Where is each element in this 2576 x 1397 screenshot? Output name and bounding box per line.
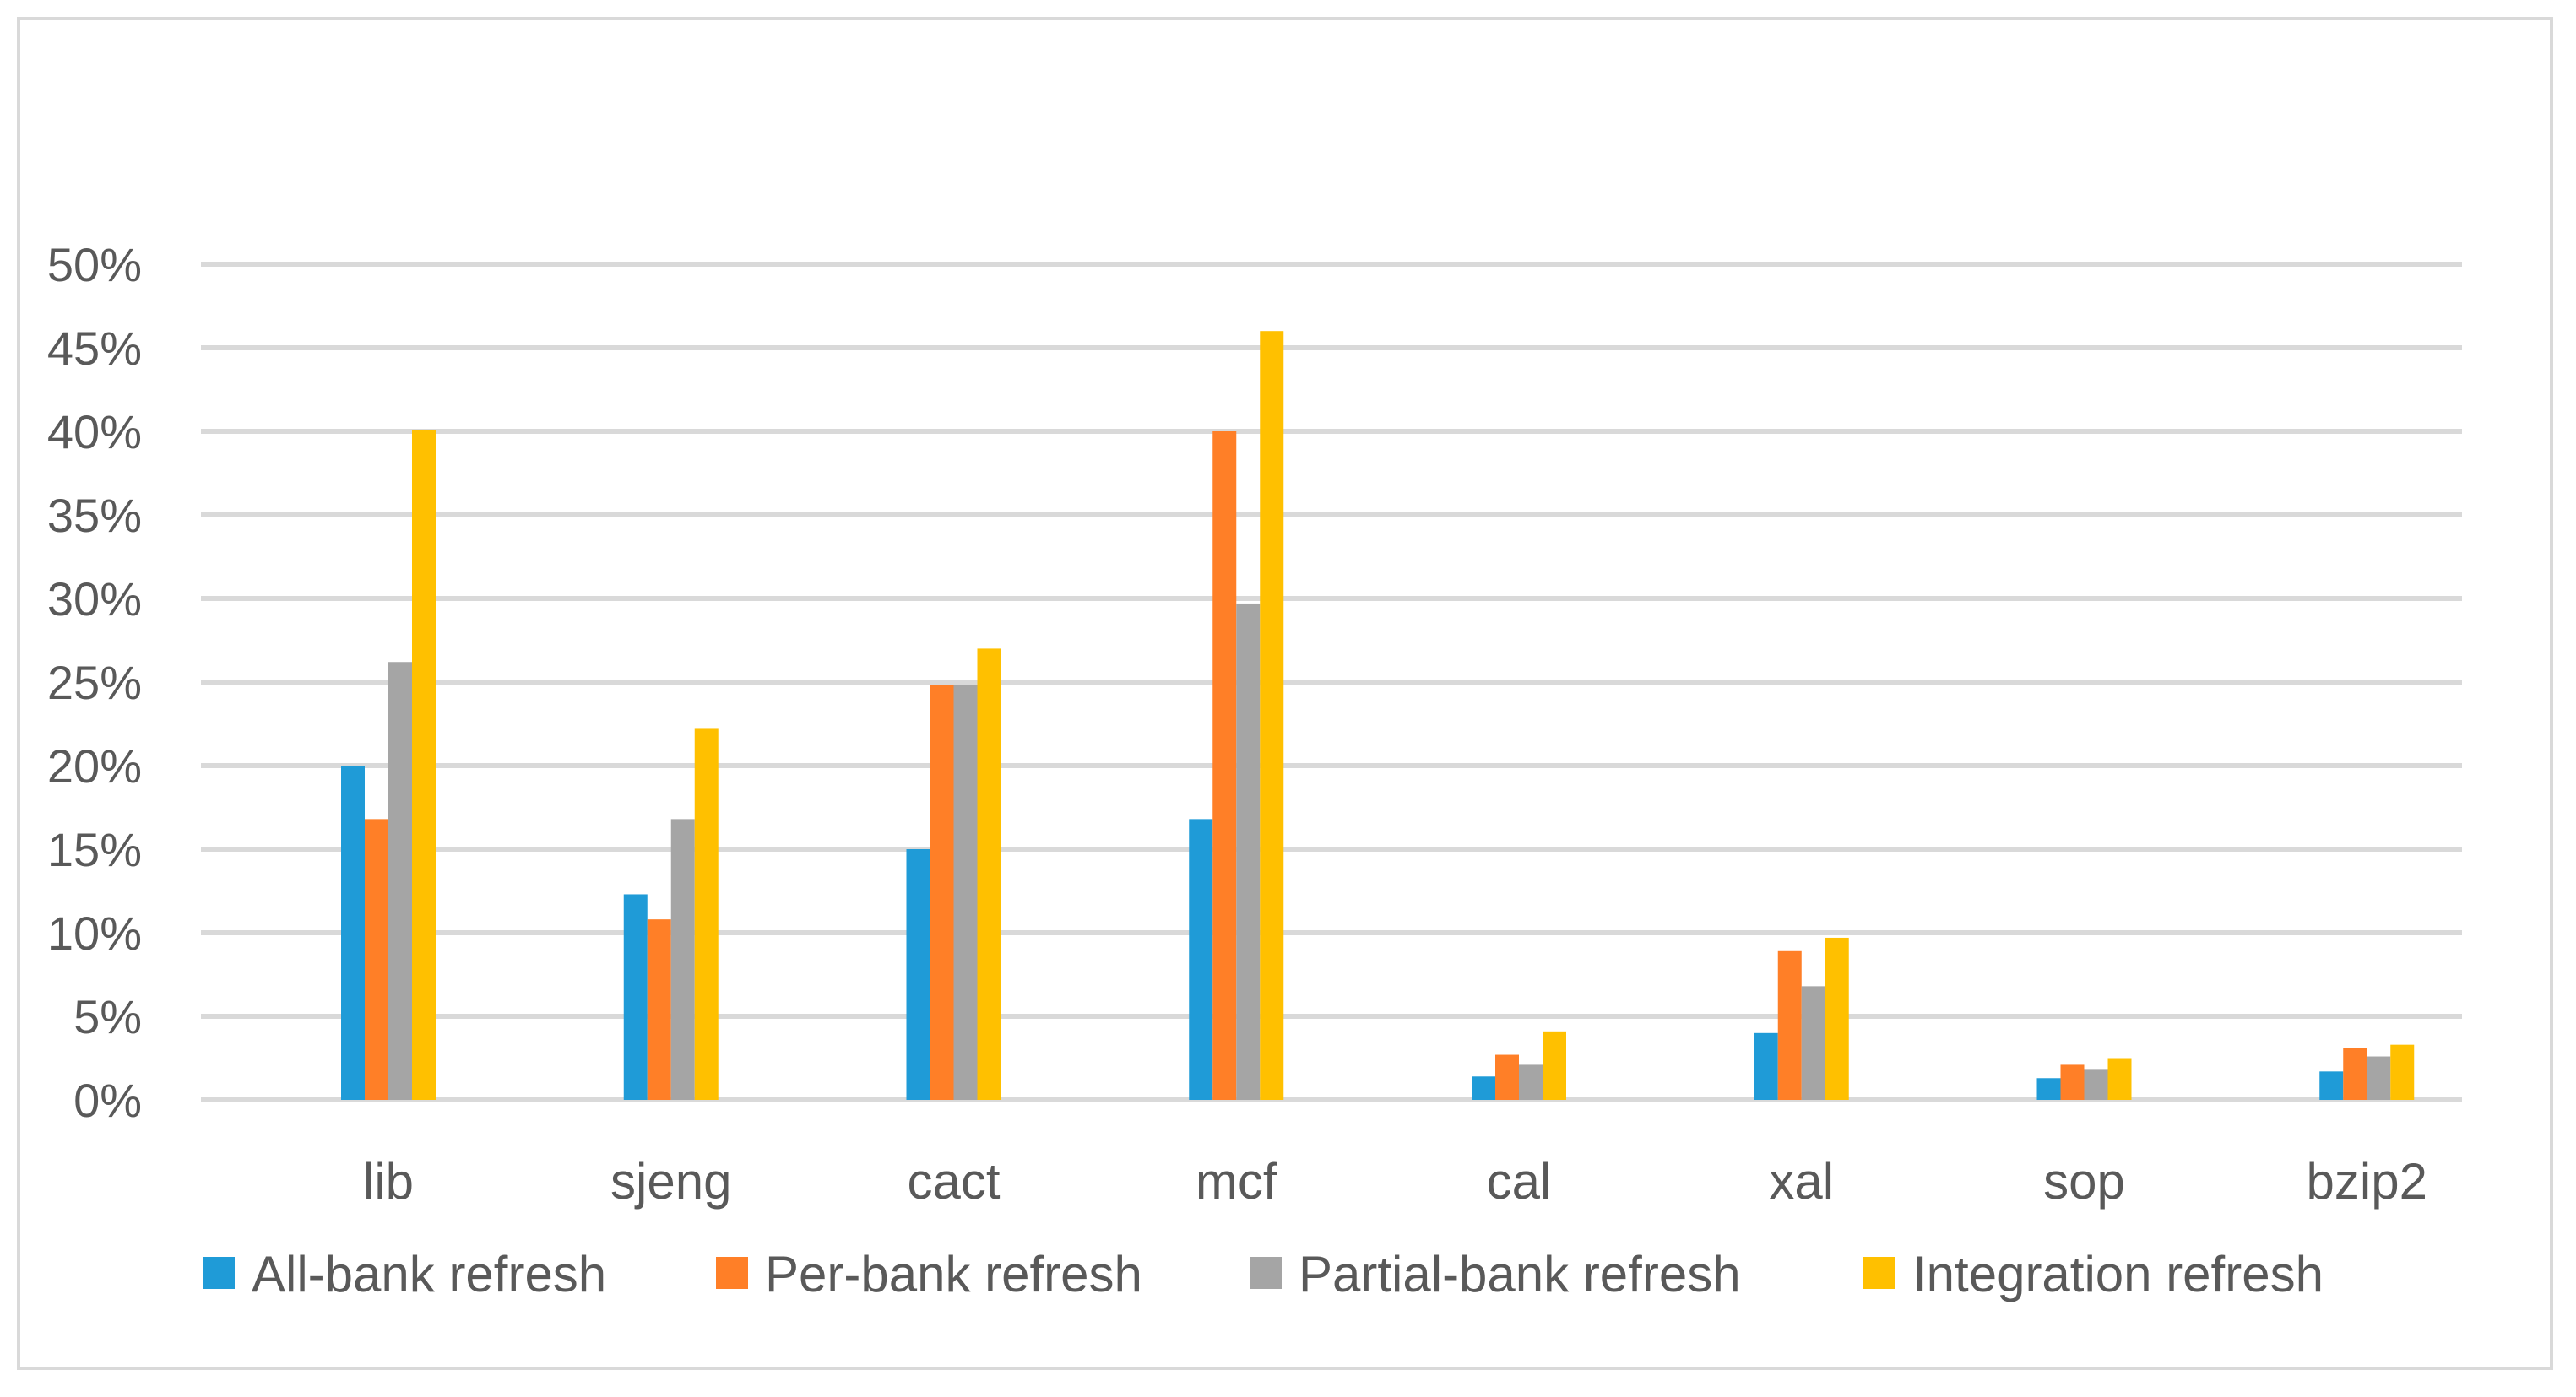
bar-sop-per-bank-refresh	[2060, 1064, 2085, 1100]
bar-bzip2-per-bank-refresh	[2343, 1048, 2367, 1100]
bar-mcf-partial-bank-refresh	[1236, 603, 1261, 1100]
legend: All-bank refresh Per-bank refresh Partial-…	[203, 1246, 2324, 1302]
bar-sjeng-all-bank-refresh	[623, 894, 648, 1100]
bar-cact-per-bank-refresh	[930, 685, 954, 1100]
bar-sjeng-per-bank-refresh	[647, 919, 671, 1100]
bar-xal-integration-refresh	[1825, 937, 1849, 1100]
bar-xal-partial-bank-refresh	[1801, 986, 1825, 1100]
y-tick-label: 15%	[47, 823, 142, 876]
y-tick-label: 0%	[73, 1074, 142, 1127]
x-axis-category-labels: lib sjeng cact mcf cal xal sop bzip2	[363, 1153, 2427, 1210]
x-category-label: cact	[907, 1153, 1000, 1210]
bar-sop-all-bank-refresh	[2036, 1078, 2061, 1100]
bar-sjeng-integration-refresh	[694, 728, 719, 1100]
x-category-label: mcf	[1196, 1153, 1277, 1210]
bar-lib-partial-bank-refresh	[388, 662, 412, 1100]
x-category-label: lib	[363, 1153, 414, 1210]
bar-cal-all-bank-refresh	[1472, 1076, 1495, 1100]
bar-xal-per-bank-refresh	[1777, 950, 1802, 1100]
x-category-label: cal	[1487, 1153, 1552, 1210]
bar-bzip2-integration-refresh	[2390, 1044, 2415, 1100]
y-axis-tick-labels: 0% 5% 10% 15% 20% 25% 30% 35% 40% 45% 50%	[47, 238, 142, 1127]
gridlines	[201, 262, 2462, 1102]
legend-swatch	[1863, 1257, 1895, 1289]
bar-sop-partial-bank-refresh	[2084, 1069, 2108, 1100]
bar-cact-integration-refresh	[977, 648, 1001, 1100]
y-tick-label: 10%	[47, 907, 142, 960]
legend-swatch	[203, 1257, 235, 1289]
x-category-label: sop	[2043, 1153, 2125, 1210]
y-tick-label: 50%	[47, 238, 142, 291]
bar-lib-integration-refresh	[412, 430, 436, 1100]
bar-cal-per-bank-refresh	[1495, 1054, 1519, 1100]
bars	[341, 331, 2415, 1100]
bar-sop-integration-refresh	[2107, 1058, 2132, 1100]
legend-swatch	[1250, 1257, 1282, 1289]
legend-swatch	[716, 1257, 748, 1289]
bar-mcf-all-bank-refresh	[1189, 819, 1213, 1100]
y-tick-label: 25%	[47, 656, 142, 709]
bar-cact-partial-bank-refresh	[953, 685, 978, 1100]
legend-label: Per-bank refresh	[765, 1246, 1142, 1302]
bar-bzip2-all-bank-refresh	[2319, 1071, 2344, 1100]
bar-bzip2-partial-bank-refresh	[2367, 1056, 2391, 1100]
bar-cal-partial-bank-refresh	[1519, 1064, 1543, 1100]
x-category-label: bzip2	[2307, 1153, 2427, 1210]
bar-sjeng-partial-bank-refresh	[670, 819, 695, 1100]
bar-cal-integration-refresh	[1543, 1031, 1566, 1100]
y-tick-label: 35%	[47, 489, 142, 542]
y-tick-label: 5%	[73, 990, 142, 1043]
x-category-label: xal	[1769, 1153, 1834, 1210]
y-tick-label: 45%	[47, 322, 142, 375]
bar-cact-all-bank-refresh	[906, 849, 930, 1100]
legend-label: Partial-bank refresh	[1299, 1246, 1741, 1302]
y-tick-label: 20%	[47, 739, 142, 793]
y-tick-label: 30%	[47, 572, 142, 625]
bar-lib-all-bank-refresh	[341, 766, 365, 1100]
x-category-label: sjeng	[610, 1153, 731, 1210]
legend-label: Integration refresh	[1912, 1246, 2324, 1302]
bar-mcf-per-bank-refresh	[1212, 431, 1237, 1100]
legend-label: All-bank refresh	[252, 1246, 606, 1302]
chart-frame	[17, 17, 2553, 1370]
bar-xal-all-bank-refresh	[1754, 1032, 1778, 1100]
bar-mcf-integration-refresh	[1260, 331, 1284, 1100]
y-tick-label: 40%	[47, 405, 142, 458]
bar-lib-per-bank-refresh	[365, 819, 388, 1100]
